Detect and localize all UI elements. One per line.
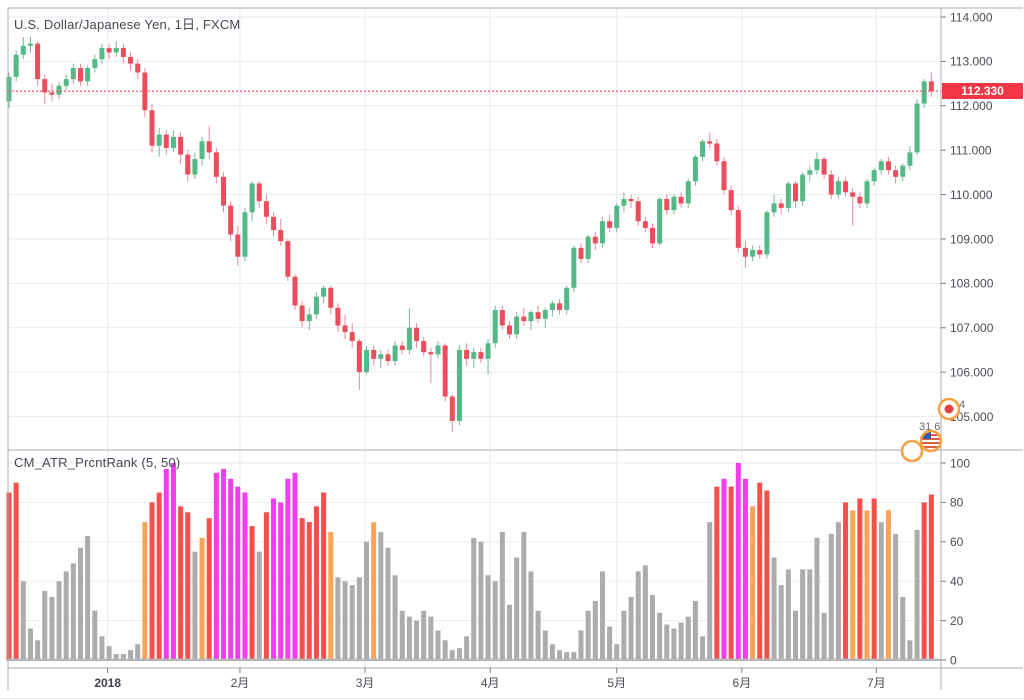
- price-axis[interactable]: 114.000 113.000 112.000 111.000 110.000 109.0…: [941, 10, 994, 424]
- svg-text:3月: 3月: [356, 676, 375, 690]
- svg-text:40: 40: [950, 575, 964, 589]
- svg-text:114.000: 114.000: [950, 10, 993, 24]
- svg-text:111.000: 111.000: [950, 143, 992, 157]
- symbol-title[interactable]: U.S. Dollar/Japanese Yen, 1日, FXCM: [14, 17, 241, 32]
- event-markers[interactable]: 31 6 4: [900, 397, 965, 463]
- svg-text:106.000: 106.000: [950, 365, 994, 379]
- svg-text:6月: 6月: [733, 676, 752, 690]
- svg-text:112.000: 112.000: [950, 99, 993, 113]
- svg-text:107.000: 107.000: [950, 321, 994, 335]
- svg-text:20: 20: [950, 614, 964, 628]
- svg-text:110.000: 110.000: [950, 188, 993, 202]
- pane-borders: [0, 7, 1024, 699]
- svg-text:60: 60: [950, 535, 964, 549]
- svg-text:109.000: 109.000: [950, 232, 994, 246]
- event-extra-count-text: 4: [959, 399, 965, 411]
- time-axis[interactable]: 2018 2月 3月 4月 5月 6月 7月: [94, 668, 886, 690]
- svg-text:108.000: 108.000: [950, 277, 994, 291]
- japan-flag-event-icon: [937, 397, 961, 421]
- histogram-baseline: [8, 658, 941, 661]
- svg-text:2月: 2月: [231, 676, 250, 690]
- svg-text:5月: 5月: [607, 676, 626, 690]
- svg-text:100: 100: [950, 456, 970, 470]
- event-count-text: 31 6: [919, 421, 940, 433]
- indicator-title[interactable]: CM_ATR_PrcntRank (5, 50): [14, 455, 181, 470]
- svg-text:7月: 7月: [867, 676, 886, 690]
- candlestick-series[interactable]: [6, 36, 934, 433]
- current-price-badge: 112.330: [942, 83, 1023, 99]
- svg-text:0: 0: [950, 653, 957, 667]
- indicator-axis[interactable]: 100 80 60 40 20 0: [941, 456, 970, 667]
- atr-histogram[interactable]: [6, 463, 934, 661]
- svg-text:4月: 4月: [481, 676, 500, 690]
- svg-text:113.000: 113.000: [950, 55, 993, 69]
- svg-text:105.000: 105.000: [950, 410, 994, 424]
- svg-text:80: 80: [950, 496, 964, 510]
- svg-text:2018: 2018: [94, 676, 121, 690]
- event-ring-icon: [900, 439, 924, 463]
